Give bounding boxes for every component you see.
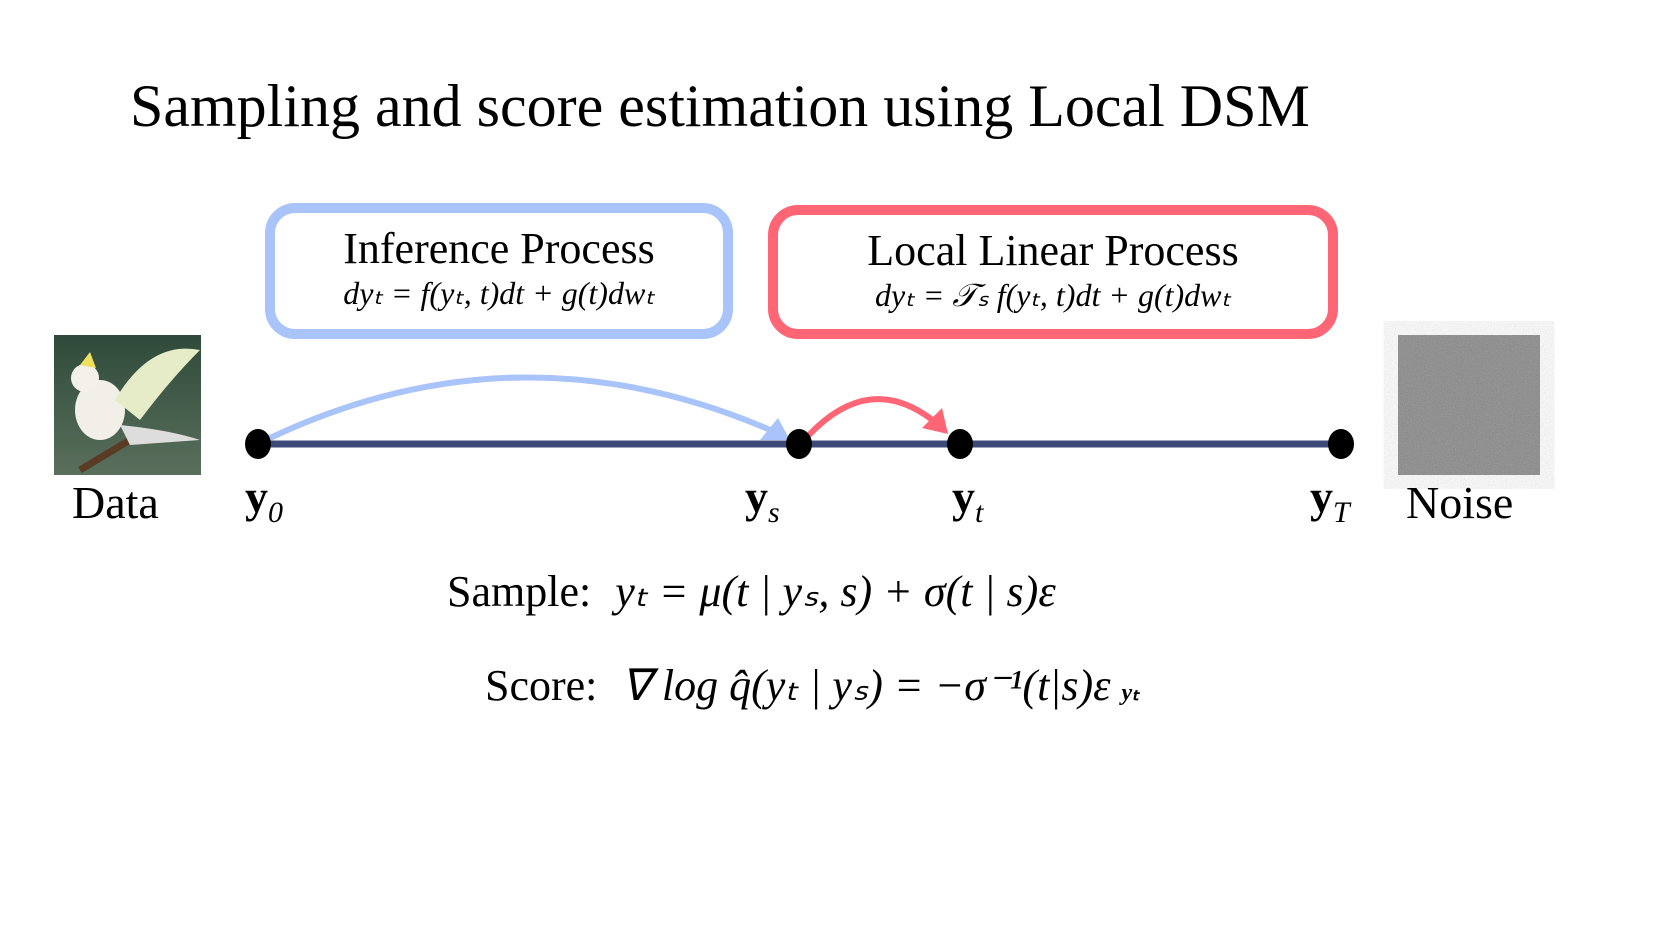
inference-process-heading: Inference Process (343, 224, 655, 273)
label-yT: yT (1310, 470, 1350, 530)
label-base: y (1310, 471, 1333, 522)
noise-image (1398, 335, 1540, 475)
point-yT (1328, 429, 1354, 459)
label-base: y (745, 471, 768, 522)
data-label: Data (72, 477, 159, 528)
label-y0: y0 (245, 470, 283, 530)
local-linear-arrow (805, 396, 937, 439)
page-title: Sampling and score estimation using Loca… (130, 73, 1310, 139)
point-ys (786, 429, 812, 459)
label-sub: t (975, 496, 984, 530)
label-sub: 0 (268, 496, 283, 530)
label-yt: yt (952, 470, 983, 530)
label-base: y (245, 471, 268, 522)
score-formula: ∇ log q̂(yₜ | yₛ) = −σ⁻¹(t|s)ε (621, 661, 1111, 710)
local-linear-process-box: Local Linear Process dyₜ = 𝒯ₛ f(yₜ, t)dt… (768, 205, 1338, 339)
inference-process-box: Inference Process dyₜ = f(yₜ, t)dt + g(t… (265, 203, 733, 339)
label-base: y (952, 471, 975, 522)
label-sub: s (768, 496, 780, 530)
local-linear-process-equation: dyₜ = 𝒯ₛ f(yₜ, t)dt + g(t)dwₜ (875, 277, 1231, 313)
label-sub: T (1333, 496, 1350, 530)
point-yt (947, 429, 973, 459)
inference-arrow (268, 374, 777, 441)
score-nabla-subscript: yₜ (1121, 680, 1140, 706)
local-linear-arrowhead-icon (922, 408, 948, 434)
sample-equation: Sample: yₜ = μ(t | yₛ, s) + σ(t | s)ε (447, 566, 1056, 617)
noise-label: Noise (1406, 477, 1514, 528)
score-label: Score: (485, 661, 598, 710)
score-equation: Score: ∇ log q̂(yₜ | yₛ) = −σ⁻¹(t|s)ε yₜ (485, 660, 1139, 711)
sample-formula: yₜ = μ(t | yₛ, s) + σ(t | s)ε (615, 567, 1056, 616)
inference-arrowhead-icon (760, 418, 790, 440)
point-y0 (245, 429, 271, 459)
inference-process-equation: dyₜ = f(yₜ, t)dt + g(t)dwₜ (343, 275, 655, 311)
sample-label: Sample: (447, 567, 592, 616)
label-ys: ys (745, 470, 780, 530)
local-linear-process-heading: Local Linear Process (867, 226, 1239, 275)
data-image (54, 335, 201, 475)
